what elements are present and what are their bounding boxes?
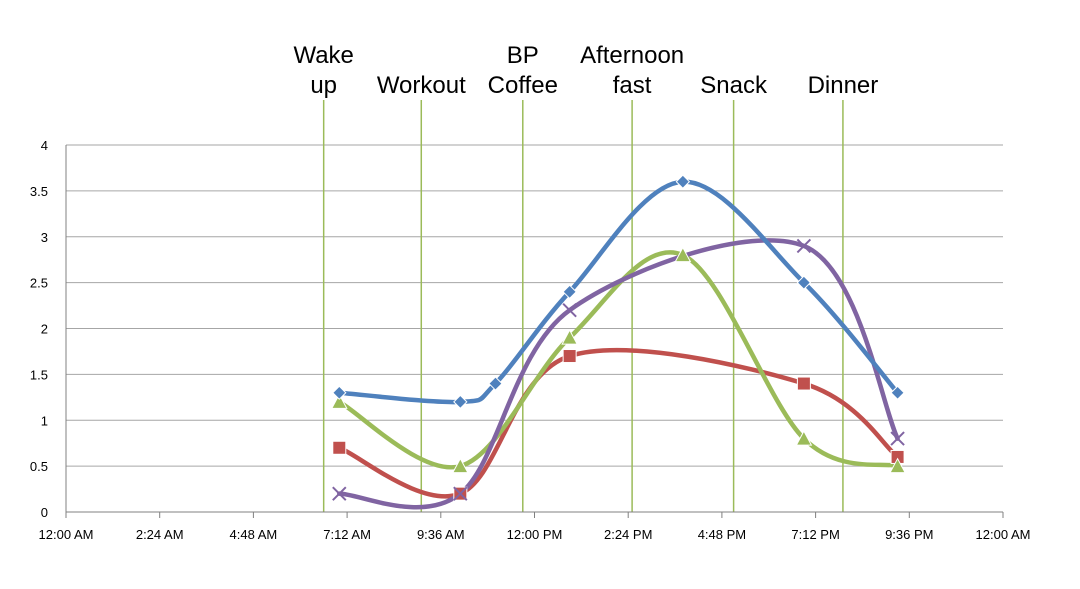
- data-point: [562, 349, 577, 364]
- data-point: [330, 393, 348, 409]
- series-line: [337, 250, 900, 470]
- series-line: [337, 347, 900, 499]
- series-group: [330, 174, 906, 510]
- series-line: [337, 179, 900, 405]
- data-point: [332, 385, 347, 400]
- x-tick-label: 12:00 AM: [39, 527, 94, 542]
- y-tick-label: 2.5: [30, 276, 48, 291]
- data-point-stroke: [453, 486, 468, 501]
- data-point: [562, 302, 577, 318]
- y-tick-label: 2: [41, 322, 48, 337]
- y-tick-label: 3.5: [30, 184, 48, 199]
- y-tick-label: 4: [41, 138, 48, 153]
- y-tick-label: 3: [41, 230, 48, 245]
- series-line: [337, 238, 900, 510]
- x-tick-label: 9:36 PM: [885, 527, 933, 542]
- event-markers: Wake up Workout BP Coffee Afternoon fast Snack D…: [293, 42, 878, 512]
- series-2-markers: [332, 349, 905, 501]
- series-4-markers: [332, 238, 905, 501]
- y-tick-label: 1.5: [30, 367, 48, 382]
- gridlines: [66, 144, 1003, 467]
- x-tick-label: 12:00 AM: [976, 527, 1031, 542]
- x-tick-label: 9:36 AM: [417, 527, 465, 542]
- x-tick-label: 2:24 AM: [136, 527, 184, 542]
- event-label: Snack: [700, 72, 768, 99]
- data-point: [796, 275, 812, 290]
- x-tick-label: 2:24 PM: [604, 527, 652, 542]
- data-point: [796, 376, 811, 391]
- y-tick-label: 0: [41, 505, 48, 520]
- data-point: [332, 486, 347, 501]
- series-3-markers: [330, 246, 906, 474]
- data-point: [889, 457, 906, 474]
- event-label: Dinner: [808, 72, 879, 99]
- data-point-stroke: [562, 302, 577, 318]
- series-1-markers: [332, 174, 905, 410]
- data-point: [674, 246, 692, 263]
- x-tick-label: 7:12 AM: [323, 527, 371, 542]
- tick-labels: 0 0.5 1 1.5 2 2.5 3 3.5 4 12:00 AM 2:24 AM 4:48 AM 7…: [30, 138, 1031, 542]
- series-2: [337, 347, 900, 499]
- series-4: [337, 238, 900, 510]
- x-tick-label: 7:12 PM: [791, 527, 839, 542]
- series-1: [337, 179, 900, 405]
- y-tick-label: 1: [41, 413, 48, 428]
- data-point: [488, 376, 503, 391]
- event-label: Wake up: [293, 42, 353, 99]
- data-point: [562, 284, 577, 300]
- data-point: [796, 238, 812, 254]
- event-label: Afternoon fast: [580, 42, 684, 99]
- data-point-stroke: [332, 486, 347, 501]
- y-tick-label: 0.5: [30, 459, 48, 474]
- data-point: [332, 440, 347, 455]
- x-tick-label: 4:48 PM: [698, 527, 746, 542]
- event-label: BP Coffee: [488, 42, 558, 99]
- data-point: [451, 457, 469, 474]
- data-point: [890, 431, 905, 446]
- event-label: Workout: [377, 72, 466, 99]
- x-tick-label: 12:00 PM: [507, 527, 563, 542]
- data-point: [890, 385, 905, 400]
- data-point: [453, 486, 468, 501]
- data-point: [561, 329, 578, 345]
- series-3: [337, 250, 900, 470]
- data-point-stroke: [890, 431, 905, 446]
- data-point-stroke: [796, 238, 812, 254]
- axes: [65, 145, 1004, 518]
- data-point: [675, 174, 691, 189]
- data-point: [795, 430, 813, 446]
- data-point: [453, 394, 468, 410]
- x-tick-label: 4:48 AM: [230, 527, 278, 542]
